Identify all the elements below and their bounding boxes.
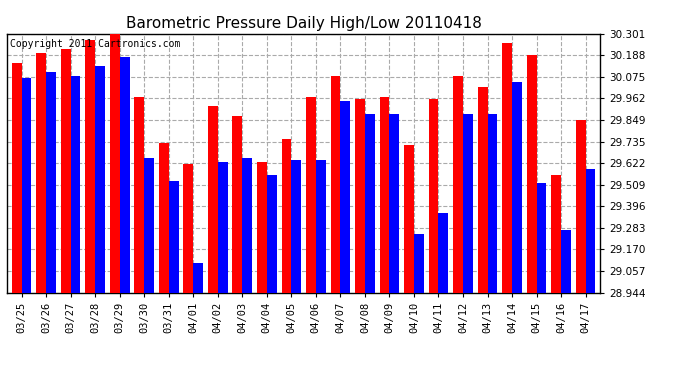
Bar bbox=[502, 44, 512, 292]
Bar bbox=[355, 99, 365, 292]
Bar bbox=[233, 116, 242, 292]
Bar bbox=[488, 114, 497, 292]
Bar bbox=[537, 183, 546, 292]
Bar bbox=[477, 87, 488, 292]
Bar bbox=[414, 234, 424, 292]
Title: Barometric Pressure Daily High/Low 20110418: Barometric Pressure Daily High/Low 20110… bbox=[126, 16, 482, 31]
Bar bbox=[37, 53, 46, 292]
Bar bbox=[404, 144, 414, 292]
Bar bbox=[119, 57, 130, 292]
Bar bbox=[86, 40, 95, 292]
Bar bbox=[70, 76, 81, 292]
Bar bbox=[208, 106, 218, 292]
Bar bbox=[291, 160, 301, 292]
Bar bbox=[306, 97, 316, 292]
Bar bbox=[438, 213, 449, 292]
Bar bbox=[218, 162, 228, 292]
Bar bbox=[586, 170, 595, 292]
Bar bbox=[135, 97, 144, 292]
Bar bbox=[110, 34, 119, 292]
Bar bbox=[267, 175, 277, 292]
Bar bbox=[193, 263, 203, 292]
Bar bbox=[12, 63, 21, 292]
Bar bbox=[331, 76, 340, 292]
Bar bbox=[526, 55, 537, 292]
Bar bbox=[282, 139, 291, 292]
Bar bbox=[428, 99, 438, 292]
Bar bbox=[257, 162, 267, 292]
Bar bbox=[453, 76, 463, 292]
Bar bbox=[169, 181, 179, 292]
Bar bbox=[159, 142, 169, 292]
Bar bbox=[242, 158, 252, 292]
Bar bbox=[551, 175, 561, 292]
Bar bbox=[46, 72, 56, 292]
Bar bbox=[575, 120, 586, 292]
Bar bbox=[184, 164, 193, 292]
Bar bbox=[389, 114, 400, 292]
Bar bbox=[21, 78, 32, 292]
Bar bbox=[512, 82, 522, 292]
Bar bbox=[561, 230, 571, 292]
Bar bbox=[380, 97, 389, 292]
Text: Copyright 2011 Cartronics.com: Copyright 2011 Cartronics.com bbox=[10, 39, 180, 49]
Bar bbox=[316, 160, 326, 292]
Bar bbox=[340, 100, 351, 292]
Bar bbox=[61, 49, 70, 292]
Bar bbox=[463, 114, 473, 292]
Bar bbox=[144, 158, 154, 292]
Bar bbox=[365, 114, 375, 292]
Bar bbox=[95, 66, 105, 292]
